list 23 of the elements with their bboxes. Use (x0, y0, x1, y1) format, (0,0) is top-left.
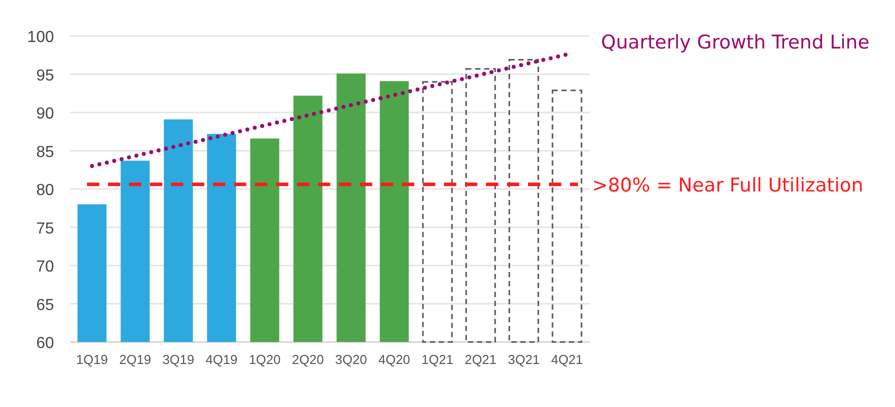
y-tick-label: 70 (36, 258, 54, 276)
y-tick-label: 90 (36, 106, 54, 122)
x-tick-label: 3Q19 (162, 352, 194, 367)
x-tick-label: 1Q21 (422, 352, 454, 367)
y-tick-label: 100 (27, 29, 54, 46)
x-tick-label: 1Q19 (76, 352, 108, 367)
x-tick-label: 4Q19 (206, 352, 238, 367)
y-tick-label: 95 (36, 67, 54, 84)
x-tick-label: 2Q20 (292, 352, 324, 367)
x-tick-label: 2Q21 (464, 352, 497, 367)
y-tick-label: 80 (36, 182, 54, 199)
y-tick-label: 75 (36, 220, 54, 238)
x-tick-label: 2Q19 (119, 352, 152, 367)
x-tick-label: 3Q20 (335, 352, 367, 367)
y-tick-label: 60 (36, 335, 54, 352)
y-tick-label: 85 (36, 144, 54, 161)
ref-line-label: >80% = Near Full Utilization (592, 174, 864, 196)
y-tick-label: 65 (36, 296, 54, 314)
x-tick-label: 4Q21 (551, 352, 583, 367)
series-label: Quarterly Growth Trend Line (601, 31, 870, 54)
x-tick-label: 1Q20 (248, 352, 281, 367)
x-tick-label: 3Q21 (508, 352, 540, 367)
x-tick-label: 4Q20 (378, 352, 410, 367)
